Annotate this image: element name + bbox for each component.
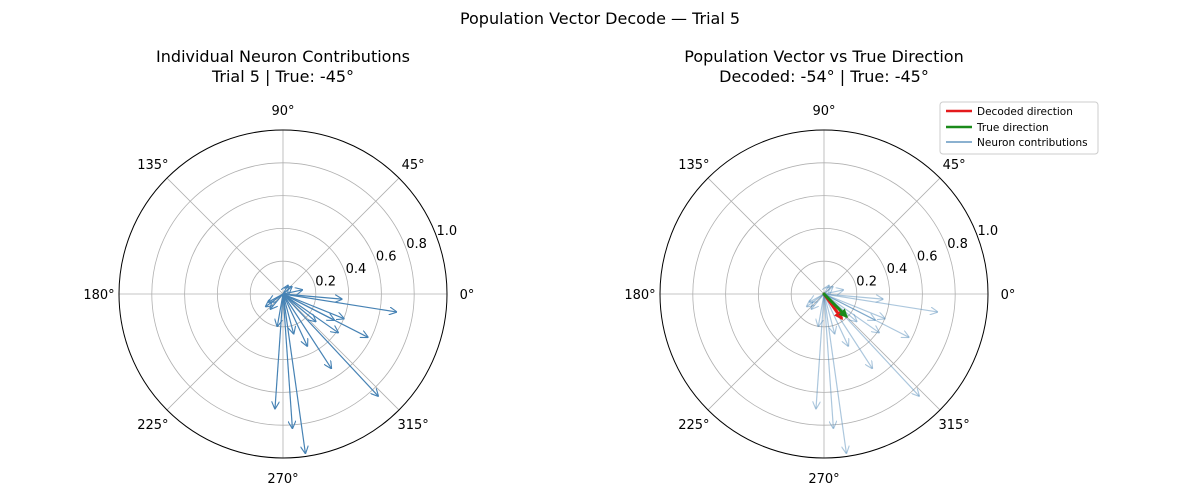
left-spoke-315 (282, 293, 400, 411)
left-neuron-arrow (282, 293, 316, 321)
right-neuron-arrow (823, 293, 835, 334)
right-radial-tick-label: 1.0 (978, 224, 999, 239)
neuron-contributions-panel: Individual Neuron Contributions Trial 5 … (83, 47, 474, 487)
left-angle-tick-label: 225° (137, 418, 168, 433)
left-neuron-arrow (283, 285, 288, 295)
left-polar-frame (118, 129, 448, 459)
left-neuron-arrow (282, 293, 342, 299)
right-title-line2: Decoded: -54° | True: -45° (719, 67, 929, 86)
left-neuron-arrow (269, 293, 284, 302)
left-neuron-arrow (282, 293, 307, 346)
left-grid-ring-3 (151, 162, 415, 426)
right-angle-tick-label: 315° (938, 418, 969, 433)
true-direction-arrow (822, 292, 848, 318)
left-radial-tick-label: 0.2 (315, 274, 336, 289)
right-neuron-arrow (823, 293, 879, 333)
right-neuron-arrow (823, 293, 875, 320)
left-neuron-arrow (282, 290, 302, 294)
left-title-line2: Trial 5 | True: -45° (211, 67, 354, 86)
left-neuron-arrow (282, 293, 305, 453)
left-spoke-225 (166, 293, 284, 411)
left-spoke-135 (166, 177, 284, 295)
right-grid-ring-0 (790, 260, 858, 328)
right-radial-tick-label: 0.8 (947, 237, 968, 252)
right-neuron-arrow (810, 293, 825, 302)
left-radial-tick-label: 0.8 (406, 237, 427, 252)
legend-label-decoded: Decoded direction (977, 106, 1073, 118)
right-radial-tick-label: 0.4 (887, 262, 908, 277)
right-polar-frame (659, 129, 989, 459)
right-angle-tick-label: 45° (943, 158, 966, 173)
right-radial-tick-label: 0.6 (917, 249, 938, 264)
left-neuron-arrow (282, 293, 378, 396)
right-spoke-45 (823, 177, 941, 295)
right-neuron-arrow (823, 293, 833, 428)
right-neuron-arrow (823, 293, 883, 299)
right-angle-tick-label: 135° (678, 158, 709, 173)
right-neuron-arrow (818, 293, 825, 326)
right-neuron-arrow (823, 293, 885, 319)
left-neuron-arrow (277, 293, 284, 326)
left-neuron-arrow (275, 293, 284, 409)
right-angle-tick-label: 225° (678, 418, 709, 433)
left-grid-ring-0 (249, 260, 317, 328)
left-grid-ring-1 (216, 227, 349, 360)
right-grid-ring-1 (758, 227, 891, 360)
left-neuron-arrow (282, 293, 294, 334)
left-radial-tick-label: 0.6 (376, 249, 397, 264)
left-neuron-arrow (282, 293, 292, 428)
right-angle-tick-label: 90° (812, 104, 835, 119)
right-neuron-arrow (823, 293, 909, 337)
legend-label-true: True direction (976, 122, 1049, 134)
legend-label-neuron: Neuron contributions (977, 137, 1088, 149)
right-title-line1: Population Vector vs True Direction (684, 47, 963, 66)
right-neuron-arrow (823, 290, 843, 294)
left-angle-tick-label: 0° (460, 288, 475, 303)
population-vector-panel: Population Vector vs True Direction Deco… (624, 47, 1015, 487)
right-spoke-225 (707, 293, 825, 411)
right-neuron-arrow (816, 293, 825, 409)
legend: Decoded direction True direction Neuron … (939, 101, 1099, 155)
right-grid-ring-3 (692, 162, 956, 426)
right-radial-tick-label: 0.2 (856, 274, 877, 289)
right-grid-ring-2 (725, 195, 923, 393)
left-radial-tick-label: 1.0 (437, 224, 458, 239)
right-angle-tick-label: 180° (624, 288, 655, 303)
left-angle-tick-label: 270° (267, 472, 298, 487)
left-grid-ring-2 (184, 195, 382, 393)
right-spoke-135 (707, 177, 825, 295)
left-title-line1: Individual Neuron Contributions (156, 47, 410, 66)
left-neuron-arrow (282, 293, 338, 333)
left-angle-tick-label: 45° (402, 158, 425, 173)
left-angle-tick-label: 180° (83, 288, 114, 303)
left-neuron-arrow (282, 293, 334, 320)
legend-frame (939, 101, 1099, 155)
left-radial-tick-label: 0.4 (346, 262, 367, 277)
left-angle-tick-label: 315° (397, 418, 428, 433)
right-angle-tick-label: 0° (1001, 288, 1016, 303)
left-neuron-arrow (282, 293, 331, 368)
right-neuron-arrow (824, 285, 829, 295)
left-spoke-45 (282, 177, 400, 295)
left-angle-tick-label: 90° (271, 104, 294, 119)
right-neuron-arrow (823, 293, 846, 453)
left-angle-tick-label: 135° (137, 158, 168, 173)
figure-suptitle: Population Vector Decode — Trial 5 (460, 9, 740, 28)
left-neuron-arrow (282, 293, 344, 319)
right-angle-tick-label: 270° (808, 472, 839, 487)
